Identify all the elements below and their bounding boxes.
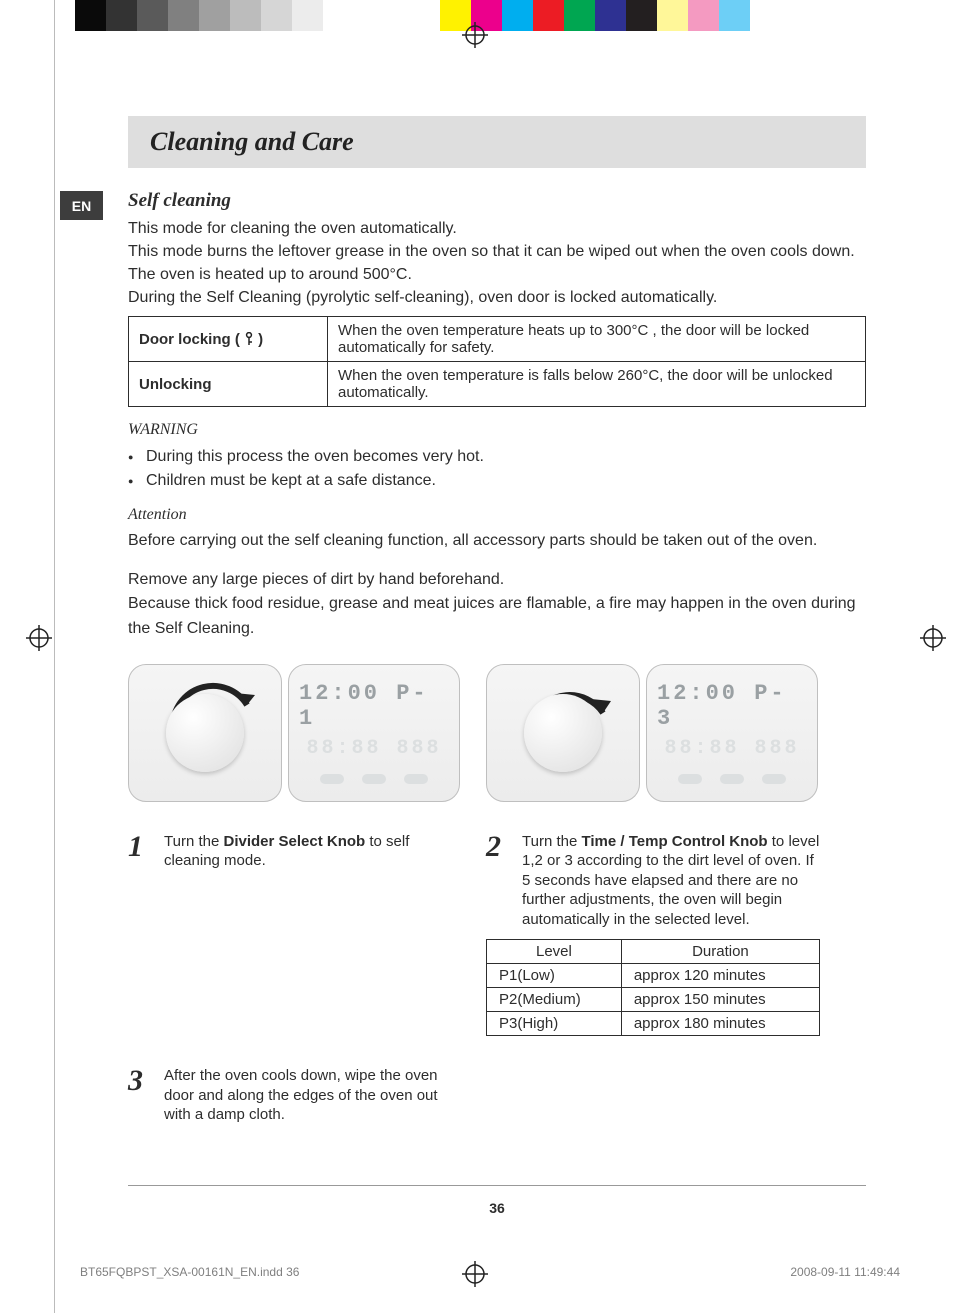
door-lock-table: Door locking ( )When the oven temperatur… bbox=[128, 316, 866, 407]
warning-item: During this process the oven becomes ver… bbox=[146, 445, 866, 468]
lcd-buttons-icon bbox=[678, 774, 786, 784]
lcd-buttons-icon bbox=[320, 774, 428, 784]
intro-line: During the Self Cleaning (pyrolytic self… bbox=[128, 287, 866, 308]
registration-mark-top bbox=[462, 22, 488, 48]
pre-step-line: Because thick food residue, grease and m… bbox=[128, 592, 866, 642]
lcd-readout-faded: 88:88 888 bbox=[664, 737, 799, 760]
step-text: After the oven cools down, wipe the oven… bbox=[164, 1066, 462, 1125]
warning-heading: WARNING bbox=[128, 421, 866, 439]
page-number: 36 bbox=[128, 1200, 866, 1216]
step-number: 3 bbox=[128, 1066, 150, 1125]
registration-mark-left bbox=[26, 625, 52, 651]
step-text: Turn the Divider Select Knob to self cle… bbox=[164, 832, 462, 871]
attention-heading: Attention bbox=[128, 506, 866, 524]
step-2: 2 Turn the Time / Temp Control Knob to l… bbox=[486, 832, 820, 930]
lcd-readout-faded: 88:88 888 bbox=[306, 737, 441, 760]
illustration-step-1: 12:00 P- 1 88:88 888 bbox=[128, 664, 462, 804]
print-color-bar bbox=[75, 0, 750, 31]
warning-list: During this process the oven becomes ver… bbox=[128, 445, 866, 491]
knob-dial-icon bbox=[524, 694, 602, 772]
print-footer: BT65FQBPST_XSA-00161N_EN.indd 36 2008-09… bbox=[80, 1265, 900, 1279]
print-timestamp: 2008-09-11 11:49:44 bbox=[790, 1265, 900, 1279]
section-heading: Self cleaning bbox=[128, 190, 866, 212]
language-badge: EN bbox=[60, 191, 103, 220]
trim-line bbox=[54, 0, 55, 1313]
duration-table: LevelDurationP1(Low)approx 120 minutesP2… bbox=[486, 939, 820, 1036]
intro-line: This mode burns the leftover grease in t… bbox=[128, 241, 866, 262]
warning-item: Children must be kept at a safe distance… bbox=[146, 469, 866, 492]
intro-line: This mode for cleaning the oven automati… bbox=[128, 218, 866, 239]
intro-line: The oven is heated up to around 500°C. bbox=[128, 264, 866, 285]
step-1: 1 Turn the Divider Select Knob to self c… bbox=[128, 832, 462, 871]
registration-mark-right bbox=[920, 625, 946, 651]
step-text: Turn the Time / Temp Control Knob to lev… bbox=[522, 832, 820, 930]
knob-dial-icon bbox=[166, 694, 244, 772]
footer-rule bbox=[128, 1185, 866, 1186]
step-number: 1 bbox=[128, 832, 150, 871]
print-file-name: BT65FQBPST_XSA-00161N_EN.indd 36 bbox=[80, 1265, 299, 1279]
knob-panel bbox=[486, 664, 640, 802]
pre-step-line: Remove any large pieces of dirt by hand … bbox=[128, 569, 866, 590]
illustration-row: 12:00 P- 1 88:88 888 12:00 P- 3 88:88 88… bbox=[128, 664, 866, 804]
step-3: 3 After the oven cools down, wipe the ov… bbox=[128, 1066, 462, 1125]
page-title: Cleaning and Care bbox=[128, 116, 866, 168]
illustration-step-2: 12:00 P- 3 88:88 888 bbox=[486, 664, 820, 804]
attention-body: Before carrying out the self cleaning fu… bbox=[128, 530, 866, 551]
lcd-readout: 12:00 P- 1 bbox=[299, 681, 449, 731]
knob-panel bbox=[128, 664, 282, 802]
lcd-panel: 12:00 P- 3 88:88 888 bbox=[646, 664, 818, 802]
lcd-readout: 12:00 P- 3 bbox=[657, 681, 807, 731]
lcd-panel: 12:00 P- 1 88:88 888 bbox=[288, 664, 460, 802]
step-number: 2 bbox=[486, 832, 508, 930]
